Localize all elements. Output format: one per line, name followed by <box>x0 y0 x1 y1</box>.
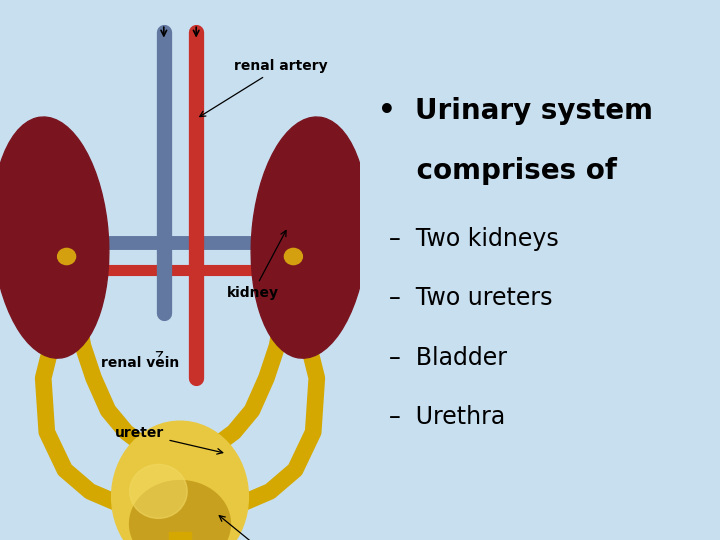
Text: ureter: ureter <box>115 427 222 454</box>
Text: –  Two kidneys: – Two kidneys <box>389 227 559 251</box>
Text: comprises of: comprises of <box>378 157 617 185</box>
Ellipse shape <box>58 248 76 265</box>
Ellipse shape <box>130 464 187 518</box>
Text: •  Urinary system: • Urinary system <box>378 97 653 125</box>
Text: renal vein: renal vein <box>101 352 179 370</box>
Text: renal artery: renal artery <box>199 59 328 117</box>
Text: –  Urethra: – Urethra <box>389 405 505 429</box>
Text: –  Two ureters: – Two ureters <box>389 286 552 310</box>
Ellipse shape <box>284 248 302 265</box>
Text: bladder: bladder <box>219 516 294 540</box>
Text: –  Bladder: – Bladder <box>389 346 507 369</box>
Text: kidney: kidney <box>227 231 286 300</box>
Bar <box>169 532 191 540</box>
Ellipse shape <box>251 117 368 358</box>
Ellipse shape <box>130 481 230 540</box>
Ellipse shape <box>0 117 109 358</box>
Ellipse shape <box>112 421 248 540</box>
